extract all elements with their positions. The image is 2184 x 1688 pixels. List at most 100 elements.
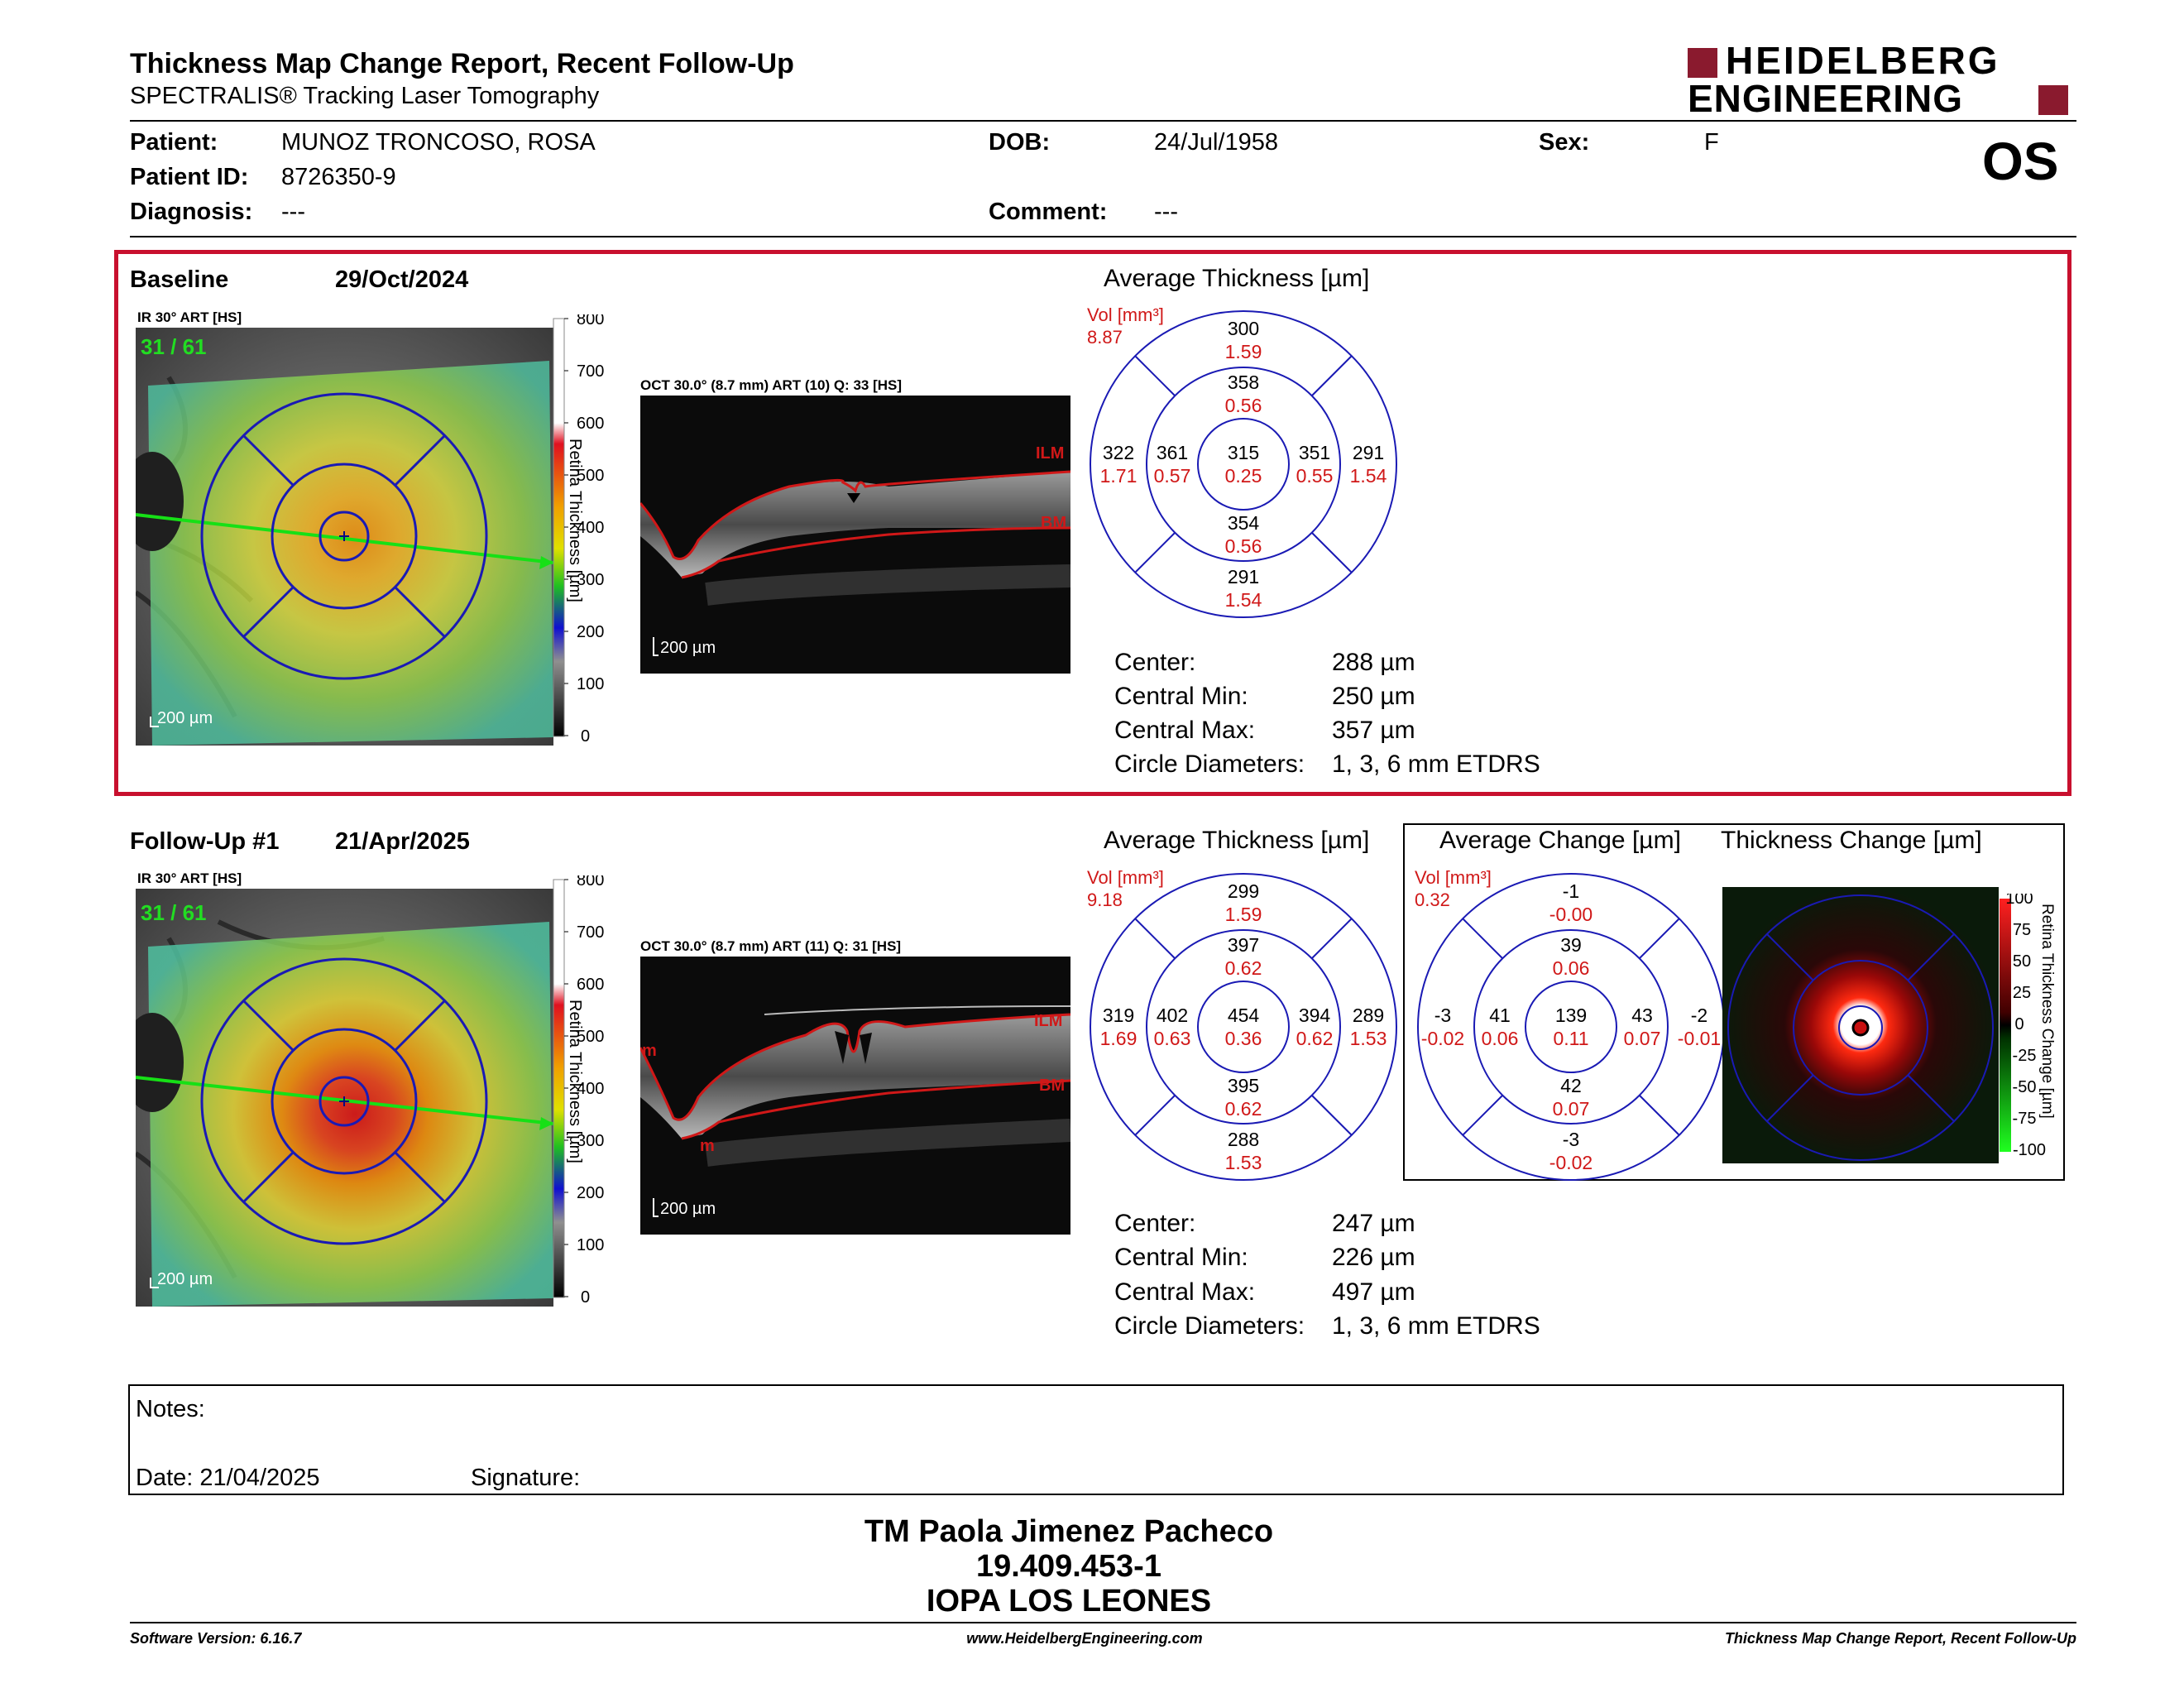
sector-thickness: 315	[1228, 442, 1259, 463]
sector-volume: 0.62	[1296, 1028, 1334, 1049]
change-panel	[1403, 823, 2065, 1181]
central-min-value: 250 µm	[1332, 683, 1415, 710]
sector-change: 139	[1555, 1005, 1587, 1026]
sector-volume-change: -0.00	[1549, 904, 1592, 925]
vol-label: Vol [mm³]	[1087, 305, 1164, 325]
vol-value: 0.32	[1415, 890, 1450, 910]
sector-change: 42	[1560, 1075, 1582, 1096]
central-max-value: 497 µm	[1332, 1278, 1415, 1306]
ilm-label: ILM	[1036, 444, 1064, 463]
change-tick: -100	[2013, 1141, 2046, 1159]
vol-value: 9.18	[1087, 890, 1123, 910]
report-title: Thickness Map Change Report, Recent Foll…	[130, 48, 794, 79]
sector-thickness: 299	[1228, 880, 1259, 902]
thickness-change-title: Thickness Change [µm]	[1721, 827, 1982, 854]
sector-volume-change: -0.01	[1678, 1028, 1721, 1049]
sector-volume: 1.54	[1350, 465, 1387, 487]
sector-thickness: 291	[1228, 566, 1259, 587]
logo-line1: HEIDELBERG	[1726, 39, 2000, 82]
circle-diameters-label: Circle Diameters:	[1114, 1312, 1305, 1340]
central-min-label: Central Min:	[1114, 683, 1248, 710]
sector-volume: 0.25	[1225, 465, 1262, 487]
baseline-oct-scan: ILM BM 200 µm	[640, 396, 1070, 674]
change-scale-title: Retina Thickness Change [µm]	[2038, 904, 2056, 1119]
scale-tick: 300	[577, 1132, 604, 1150]
central-min-value: 226 µm	[1332, 1244, 1415, 1271]
website-link[interactable]: www.HeidelbergEngineering.com	[966, 1630, 1203, 1647]
sector-change: 43	[1631, 1005, 1653, 1026]
scale-tick: 200	[577, 623, 604, 641]
scale-tick: 0	[581, 727, 590, 746]
sector-change: -1	[1563, 880, 1579, 902]
followup-etdrs-grid: Vol [mm³] 9.18 299 1.59 397 0.62 319 1.6…	[1087, 867, 1397, 1181]
scale-tick: 600	[577, 415, 604, 433]
scale-tick: 400	[577, 519, 604, 537]
divider	[130, 1622, 2076, 1623]
vol-label: Vol [mm³]	[1415, 867, 1492, 888]
website-wrap: www.HeidelbergEngineering.com	[0, 1630, 2184, 1647]
sector-change: -2	[1691, 1005, 1707, 1026]
followup-date: 21/Apr/2025	[335, 828, 470, 855]
scale-tick: 300	[577, 571, 604, 589]
sector-volume: 1.59	[1225, 341, 1262, 362]
oct-scale-bar: 200 µm	[660, 1200, 716, 1218]
change-tick: 25	[2013, 984, 2031, 1002]
divider	[130, 236, 2076, 237]
ir-counter: 31 / 61	[141, 900, 207, 925]
logo-square-bottom	[2038, 85, 2068, 115]
eye-label: OS	[1982, 132, 2059, 191]
sex-value: F	[1704, 129, 1719, 156]
baseline-label: Baseline	[130, 266, 229, 293]
sector-volume: 1.69	[1100, 1028, 1138, 1049]
sector-volume: 0.36	[1225, 1028, 1262, 1049]
sector-thickness: 322	[1103, 442, 1134, 463]
sector-volume-change: 0.07	[1624, 1028, 1661, 1049]
ir-counter: 31 / 61	[141, 334, 207, 359]
divider	[130, 120, 2076, 122]
central-min-label: Central Min:	[1114, 1244, 1248, 1271]
sector-thickness: 402	[1157, 1005, 1188, 1026]
sector-volume: 0.63	[1154, 1028, 1191, 1049]
sector-volume: 0.56	[1225, 395, 1262, 416]
ir-scale-bar: 200 µm	[157, 709, 213, 727]
logo-line2: ENGINEERING	[1688, 77, 1964, 120]
bm-label: BM	[1039, 1077, 1065, 1095]
sector-thickness: 394	[1299, 1005, 1331, 1026]
change-tick: 50	[2013, 952, 2031, 971]
patient-label: Patient:	[130, 129, 218, 156]
scale-tick: 600	[577, 976, 604, 994]
notes-box[interactable]	[128, 1384, 2064, 1495]
scale-tick: 0	[581, 1288, 590, 1307]
logo-square-top	[1688, 48, 1717, 78]
sex-label: Sex:	[1539, 129, 1590, 156]
sector-thickness: 291	[1353, 442, 1384, 463]
sector-volume-change: -0.02	[1549, 1152, 1592, 1173]
scale-title: Retina Thickness [µm]	[566, 1000, 584, 1163]
followup-oct-bscan: ILM BM m m 200 µm	[640, 1005, 1070, 1218]
sector-thickness: 319	[1103, 1005, 1134, 1026]
sector-change: 39	[1560, 934, 1582, 956]
comment-value: ---	[1154, 199, 1178, 225]
change-tick: 100	[2005, 894, 2033, 908]
oct-scale-bar: 200 µm	[660, 639, 716, 657]
sector-change: 41	[1489, 1005, 1511, 1026]
avg-change-title: Average Change [µm]	[1439, 827, 1681, 854]
scale-tick: 400	[577, 1080, 604, 1098]
scale-title: Retina Thickness [µm]	[566, 439, 584, 602]
change-tick: -50	[2013, 1078, 2037, 1096]
ir-label: IR 30° ART [HS]	[137, 870, 242, 886]
baseline-frame	[114, 250, 2071, 796]
sector-volume: 0.62	[1225, 957, 1262, 979]
sector-thickness: 288	[1228, 1129, 1259, 1150]
baseline-thickness-map: 31 / 61 200 µm	[136, 328, 553, 746]
notes-label: Notes:	[136, 1396, 205, 1422]
sector-thickness: 351	[1299, 442, 1330, 463]
notes-date: Date: 21/04/2025	[136, 1465, 320, 1491]
report-subtitle: SPECTRALIS® Tracking Laser Tomography	[130, 83, 600, 109]
sector-thickness: 358	[1228, 372, 1259, 393]
sector-thickness: 300	[1228, 318, 1259, 339]
center-label: Center:	[1114, 649, 1196, 676]
scale-tick: 700	[577, 923, 604, 942]
ir-label: IR 30° ART [HS]	[137, 309, 242, 325]
sector-volume: 0.56	[1225, 535, 1262, 557]
